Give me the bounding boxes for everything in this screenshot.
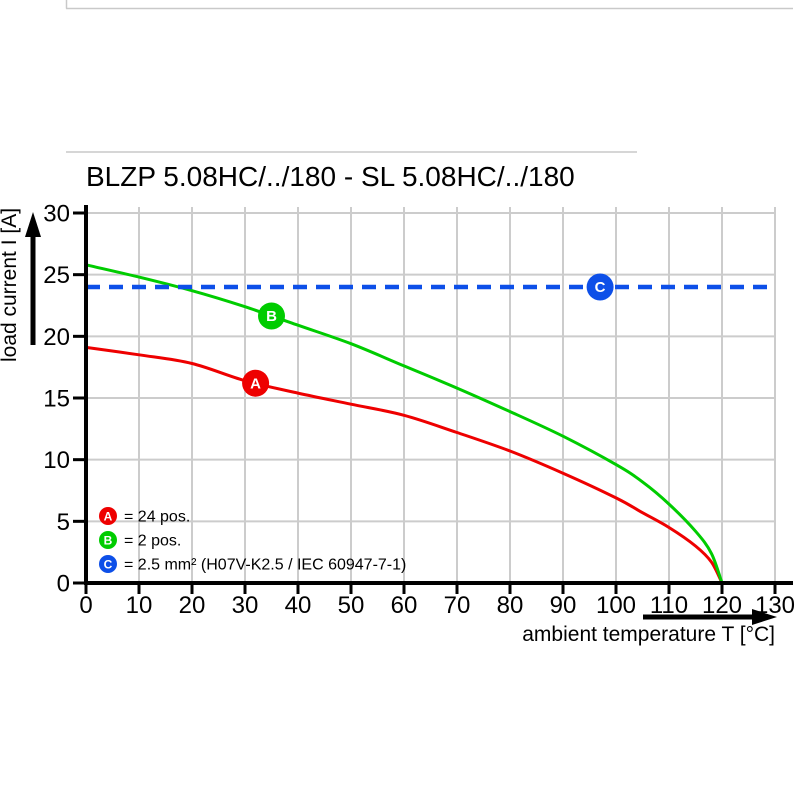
grid-layer	[86, 207, 776, 583]
y-tick-label: 5	[57, 509, 70, 536]
x-tick-label: 0	[79, 592, 92, 619]
y-tick-label: 15	[43, 386, 70, 413]
y-axis-label: load current I [A]	[0, 208, 21, 362]
legend-label-a: = 24 pos.	[124, 509, 190, 526]
marker-c-letter: C	[595, 279, 606, 296]
legend-badge-b-letter: B	[104, 533, 113, 547]
legend-badge-a-icon	[99, 507, 117, 525]
x-arrow-head	[752, 609, 777, 625]
y-tick-label: 20	[43, 324, 70, 351]
marker-layer: A B C	[242, 273, 614, 397]
curve-B	[85, 263, 724, 584]
x-tick-label: 90	[550, 592, 577, 619]
legend-item-c: C = 2.5 mm² (H07V-K2.5 / IEC 60947-7-1)	[99, 555, 406, 574]
legend-item-a: A = 24 pos.	[99, 507, 190, 526]
y-tick-label: 25	[43, 262, 70, 289]
legend-badge-c-letter: C	[104, 557, 113, 571]
legend-label-c: = 2.5 mm² (H07V-K2.5 / IEC 60947-7-1)	[124, 557, 406, 574]
x-axis-arrow-icon	[643, 609, 777, 625]
chart-title: BLZP 5.08HC/../180 - SL 5.08HC/../180	[86, 161, 575, 192]
marker-c-icon	[586, 273, 614, 301]
y-tick-label: 10	[43, 447, 70, 474]
x-tick-label: 100	[596, 592, 636, 619]
y-tick-label: 30	[43, 201, 70, 228]
x-tick-label: 70	[444, 592, 471, 619]
marker-a-icon	[242, 369, 270, 397]
curve-layer	[85, 263, 775, 584]
legend: A = 24 pos. B = 2 pos. C = 2.5 mm² (H07V…	[99, 507, 406, 574]
marker-b-icon	[258, 302, 285, 330]
x-tick-label: 40	[285, 592, 312, 619]
x-tick-label: 60	[391, 592, 418, 619]
marker-a-letter: A	[250, 375, 261, 392]
x-tick-label: 20	[179, 592, 206, 619]
curve-A	[85, 345, 724, 584]
legend-badge-b-icon	[99, 531, 117, 549]
x-tick-label: 80	[497, 592, 524, 619]
y-tick-label: 0	[57, 571, 70, 598]
y-axis-arrow-icon	[25, 212, 41, 345]
legend-item-b: B = 2 pos.	[99, 531, 181, 550]
tick-layer	[73, 211, 777, 594]
x-axis-label: ambient temperature T [°C]	[522, 623, 775, 646]
legend-badge-a-letter: A	[104, 509, 113, 523]
frame-lines	[65, 0, 793, 153]
x-tick-label: 10	[126, 592, 153, 619]
x-tick-label: 30	[232, 592, 259, 619]
y-arrow-head	[25, 212, 41, 237]
legend-label-b: = 2 pos.	[124, 533, 181, 550]
legend-badge-c-icon	[99, 555, 117, 573]
x-tick-label: 50	[338, 592, 365, 619]
marker-b-letter: B	[266, 308, 277, 325]
